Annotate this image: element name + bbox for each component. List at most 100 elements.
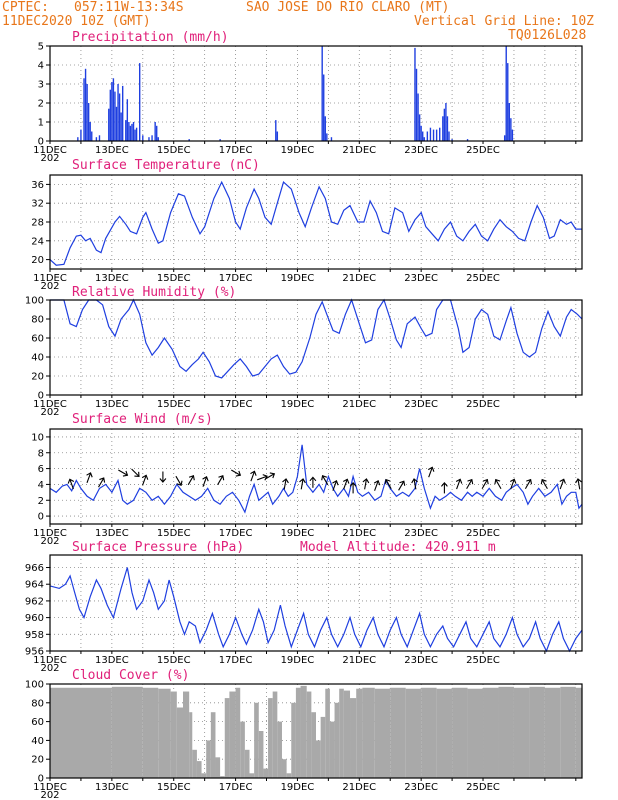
cloud-bar	[286, 773, 292, 778]
y-tick-label: 36	[31, 180, 44, 191]
precip-bar	[505, 46, 507, 141]
panel-title: Precipitation (mm/h)	[72, 30, 229, 45]
wind-arrow	[411, 478, 418, 490]
cloud-bar	[192, 749, 197, 778]
panel-0: Precipitation (mm/h) 0 1 2 3 4 5 11DEC 13DEC 15DE…	[33, 30, 583, 164]
y-tick-label: 2	[38, 99, 44, 110]
y-tick-label: 4	[38, 480, 44, 491]
precip-bar	[118, 93, 121, 141]
x-year-label: 202	[40, 153, 59, 164]
cloud-bar	[240, 721, 245, 778]
x-year-label: 202	[40, 281, 59, 292]
cloud-bar	[50, 687, 112, 778]
precip-bar	[84, 68, 87, 141]
x-tick-label: 19DEC	[281, 399, 315, 410]
precip-bar	[418, 114, 421, 141]
precip-bar	[510, 118, 512, 141]
panel-note: Model Altitude: 420.911 m	[300, 540, 496, 555]
y-tick-label: 100	[25, 296, 44, 307]
header-code: TQ0126L028	[508, 28, 586, 43]
precip-bar	[323, 74, 325, 141]
y-tick-label: 20	[31, 372, 44, 383]
y-tick-label: 956	[25, 647, 44, 658]
wind-arrow	[250, 470, 257, 482]
wind-arrow	[494, 478, 502, 490]
wind-arrow	[349, 482, 357, 494]
precip-bar	[324, 116, 326, 141]
x-tick-label: 19DEC	[281, 782, 315, 793]
cloud-bar	[111, 686, 143, 778]
y-tick-label: 28	[31, 218, 44, 229]
precip-bar	[422, 131, 424, 141]
precip-bar	[330, 137, 333, 141]
precip-bar	[326, 133, 328, 141]
precip-bar	[134, 129, 136, 141]
wind-arrow	[524, 478, 533, 490]
precip-bar	[95, 137, 98, 141]
cloud-bar	[483, 687, 499, 778]
cloud-bar	[235, 687, 241, 778]
precip-bar	[275, 120, 277, 141]
precip-bar	[154, 122, 156, 141]
y-tick-label: 0	[38, 512, 44, 523]
precip-bar	[125, 120, 127, 141]
precip-bar	[423, 137, 425, 141]
y-tick-label: 10	[31, 432, 44, 443]
x-tick-label: 17DEC	[219, 782, 253, 793]
x-tick-label: 17DEC	[219, 399, 253, 410]
precip-bar	[157, 137, 159, 141]
y-tick-label: 60	[31, 717, 44, 728]
cloud-bar	[220, 776, 225, 778]
panel-2: Relative Humidity (%) 0 20 40 60 80 100 11DEC 13…	[25, 285, 583, 418]
panels-container: Precipitation (mm/h) 0 1 2 3 4 5 11DEC 13DEC 15DE…	[25, 30, 583, 800]
panel-frame	[49, 554, 583, 652]
cloud-bar	[249, 773, 255, 778]
x-tick-label: 21DEC	[342, 655, 376, 666]
cloud-bar	[196, 761, 202, 778]
cloud-bar	[320, 716, 326, 778]
x-tick-label: 15DEC	[157, 399, 191, 410]
precip-bar	[91, 131, 93, 141]
x-tick-label: 15DEC	[157, 273, 191, 284]
precip-bar	[426, 131, 429, 141]
cloud-bar	[325, 688, 330, 778]
wind-arrow	[427, 466, 435, 478]
cloud-bar	[452, 687, 468, 778]
cloud-bar	[206, 740, 211, 778]
cloud-bar	[405, 688, 422, 778]
precip-bar	[417, 93, 419, 141]
precip-bar	[448, 131, 450, 141]
wind-arrow	[509, 478, 517, 490]
cloud-bar	[244, 749, 250, 778]
y-tick-label: 24	[31, 236, 44, 247]
x-tick-label: 21DEC	[342, 273, 376, 284]
precip-bar	[132, 122, 135, 141]
cloud-bar	[281, 759, 287, 778]
cloud-bar	[176, 707, 183, 778]
series-line	[49, 444, 583, 514]
precip-bar	[129, 125, 132, 141]
precip-bar	[121, 85, 124, 141]
panel-frame	[49, 428, 583, 525]
wind-arrow	[321, 475, 329, 486]
precip-bar	[420, 125, 422, 141]
wind-arrow	[540, 478, 548, 490]
wind-arrow	[141, 474, 149, 486]
cloud-bar	[436, 688, 453, 778]
y-tick-label: 5	[38, 42, 44, 53]
y-tick-label: 964	[25, 580, 44, 591]
x-tick-label: 13DEC	[95, 655, 129, 666]
cloud-bar	[350, 698, 357, 778]
panel-frame	[49, 683, 583, 779]
precip-bar	[126, 99, 129, 141]
y-tick-label: 80	[31, 698, 44, 709]
wind-arrow	[299, 478, 306, 490]
y-tick-label: 20	[31, 255, 44, 266]
y-tick-label: 960	[25, 613, 44, 624]
x-tick-label: 19DEC	[281, 145, 315, 156]
x-tick-label: 23DEC	[404, 782, 438, 793]
cloud-bar	[254, 702, 259, 778]
y-tick-label: 966	[25, 563, 44, 574]
cloud-bar	[421, 687, 437, 778]
precip-bar	[77, 137, 79, 141]
